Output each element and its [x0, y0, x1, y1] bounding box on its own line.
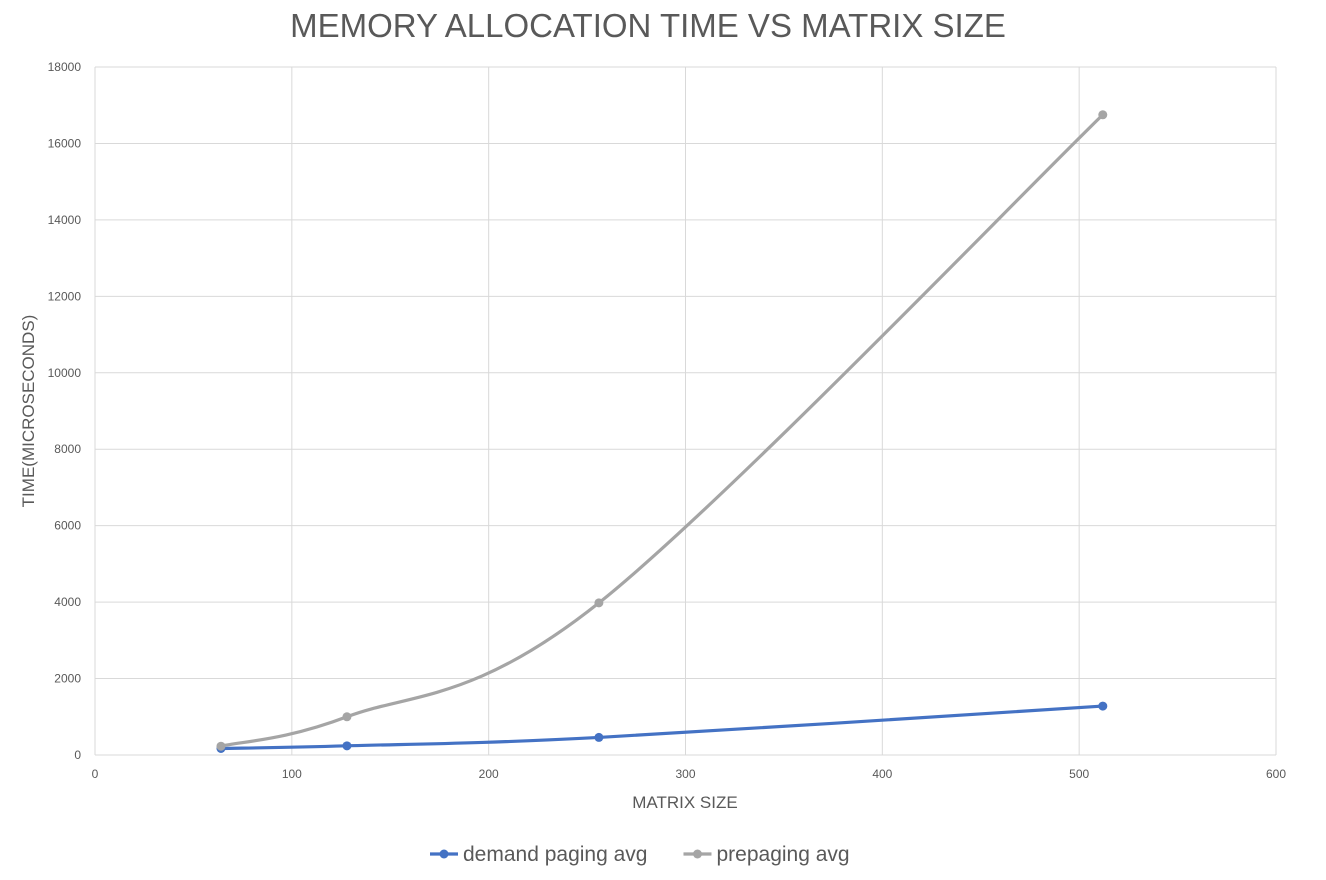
y-tick-label: 2000 — [54, 672, 81, 686]
y-tick-label: 8000 — [54, 442, 81, 456]
data-point-demand-paging-avg — [594, 732, 604, 742]
y-axis-ticks: 0 2000 4000 6000 8000 10000 12000 14000 16000 180… — [48, 60, 82, 762]
y-tick-label: 4000 — [54, 595, 81, 609]
data-point-demand-paging-avg — [342, 741, 352, 751]
x-tick-label: 0 — [92, 767, 99, 781]
data-point-demand-paging-avg — [1098, 701, 1108, 711]
data-point-prepaging-avg — [342, 712, 352, 722]
legend-label-prepaging-avg: prepaging avg — [716, 843, 849, 866]
y-axis-title: TIME(MICROSECONDS) — [19, 315, 38, 508]
y-tick-label: 10000 — [48, 366, 82, 380]
chart-title: MEMORY ALLOCATION TIME VS MATRIX SIZE — [290, 7, 1006, 44]
x-tick-label: 100 — [282, 767, 302, 781]
series-line-demand-paging-avg — [219, 704, 1105, 751]
y-tick-label: 12000 — [48, 289, 82, 303]
x-tick-label: 400 — [872, 767, 892, 781]
y-tick-label: 6000 — [54, 519, 81, 533]
legend-marker-demand-paging-avg — [439, 849, 449, 859]
series-line-prepaging-avg — [219, 113, 1105, 748]
data-point-prepaging-avg — [594, 598, 604, 608]
x-tick-label: 200 — [479, 767, 499, 781]
legend-marker-prepaging-avg — [692, 849, 702, 859]
gridlines — [94, 66, 1277, 756]
y-tick-label: 14000 — [48, 213, 82, 227]
x-tick-label: 500 — [1069, 767, 1089, 781]
y-tick-label: 16000 — [48, 136, 82, 150]
data-point-prepaging-avg — [216, 741, 226, 751]
y-tick-label: 18000 — [48, 60, 82, 74]
x-tick-label: 600 — [1266, 767, 1286, 781]
x-tick-label: 300 — [675, 767, 695, 781]
x-axis-ticks: 0 100 200 300 400 500 600 — [92, 767, 1287, 781]
legend: demand paging avg prepaging avg — [430, 843, 850, 866]
x-axis-title: MATRIX SIZE — [632, 793, 737, 812]
plot-series — [216, 110, 1108, 754]
legend-label-demand-paging-avg: demand paging avg — [463, 843, 647, 866]
data-point-prepaging-avg — [1098, 110, 1108, 120]
y-tick-label: 0 — [74, 748, 81, 762]
